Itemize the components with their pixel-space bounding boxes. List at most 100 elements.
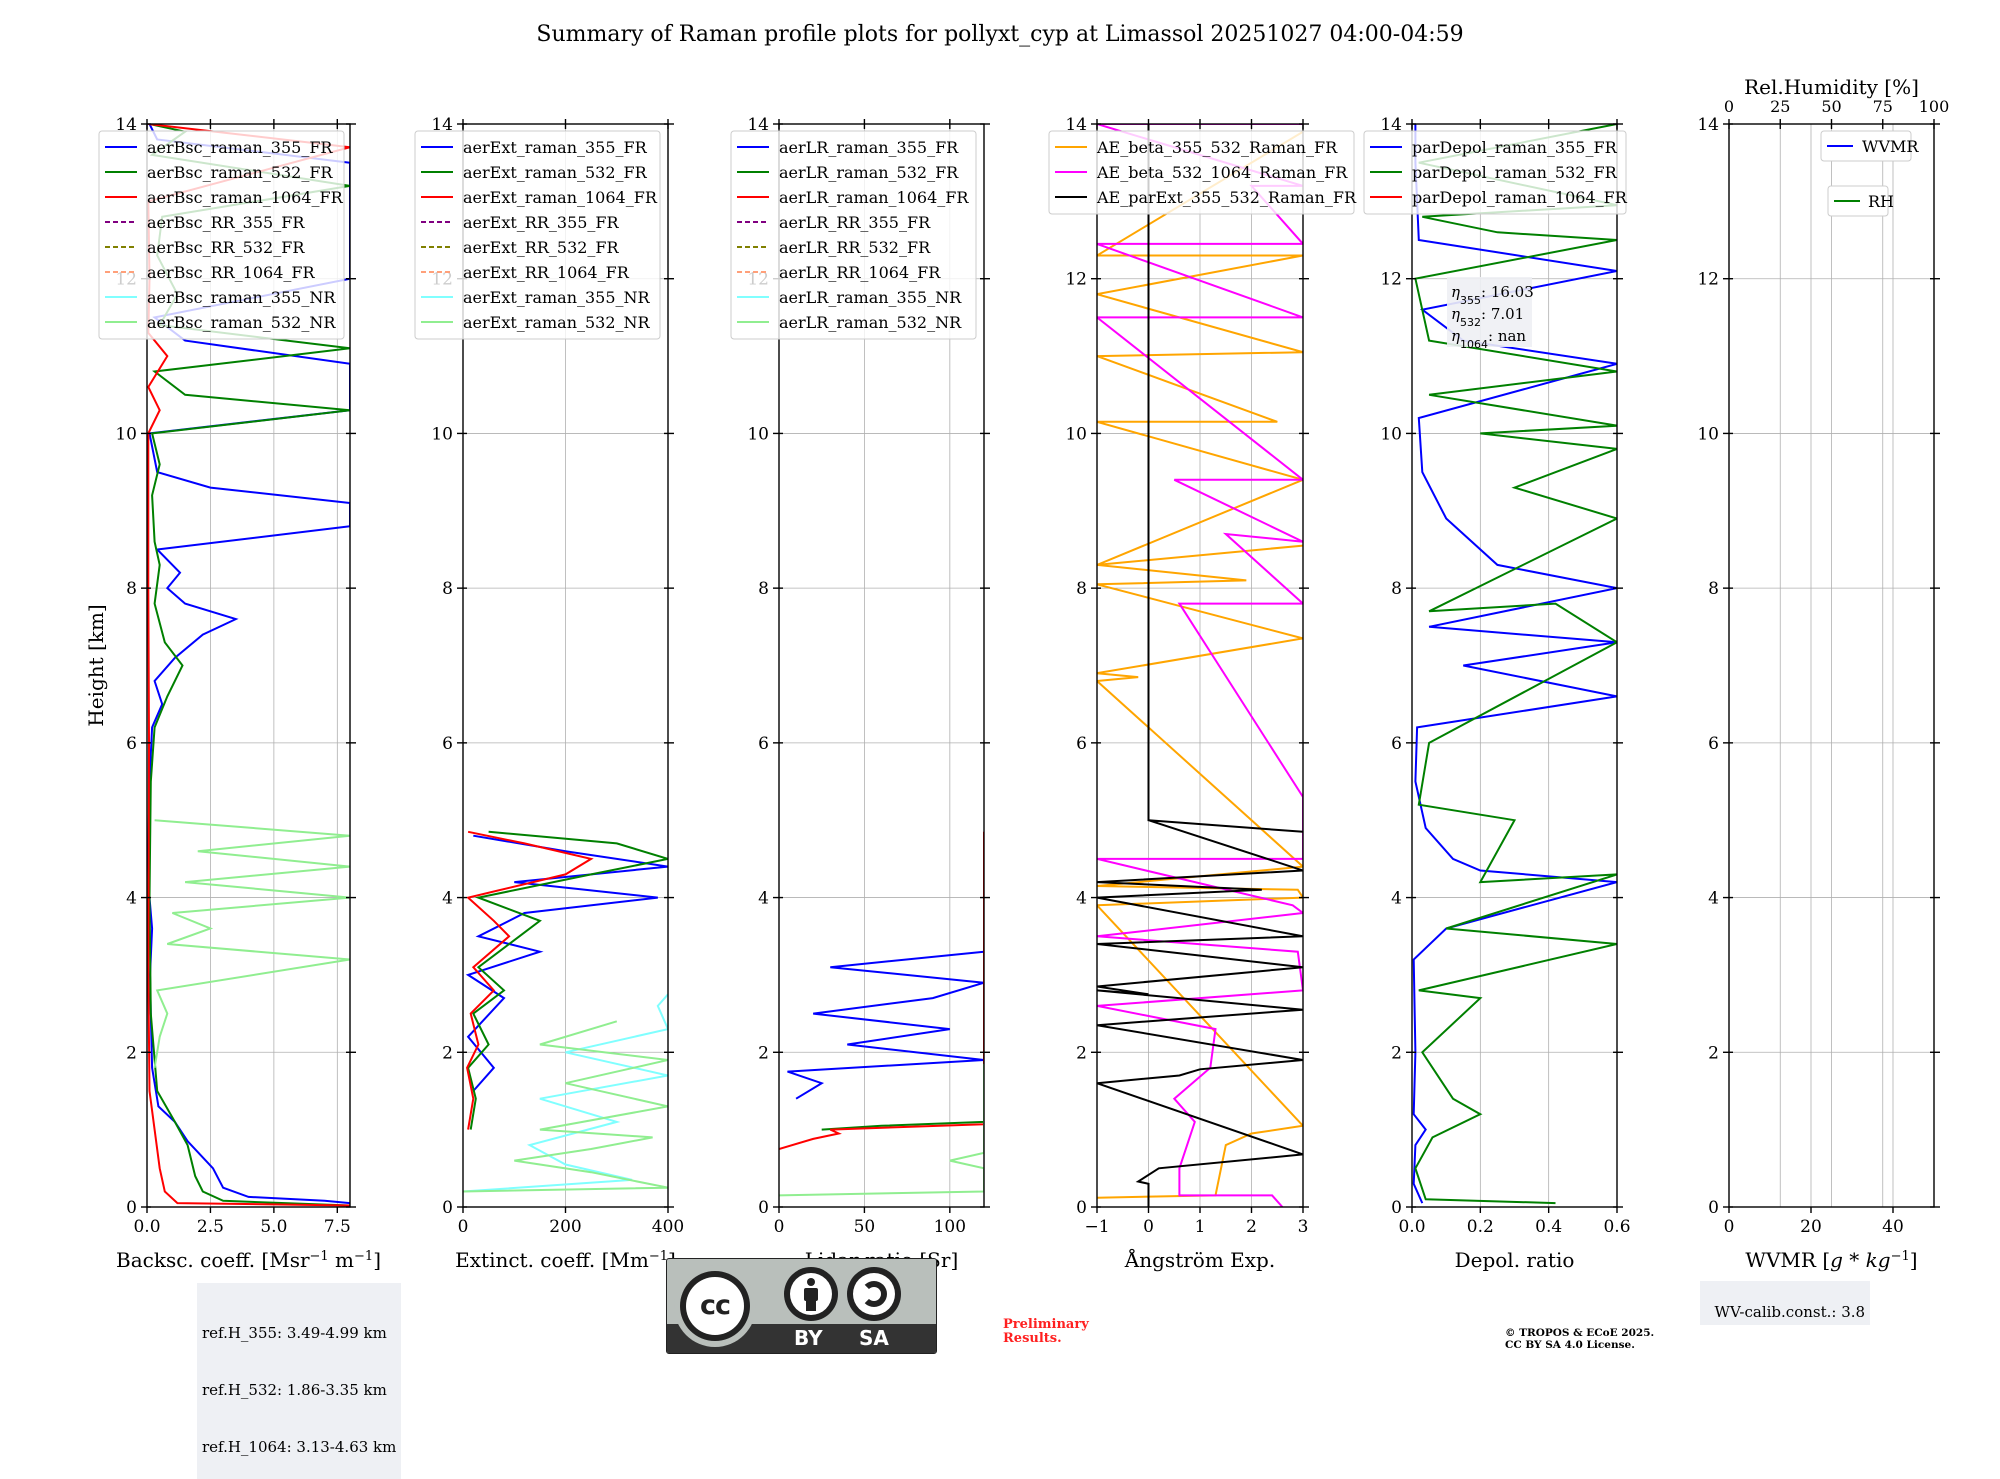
legend-label: aerExt_RR_1064_FR xyxy=(463,263,630,282)
y-tick-label: 8 xyxy=(1708,579,1719,599)
series-group xyxy=(1097,124,1303,1207)
legend-label: parDepol_raman_355_FR xyxy=(1412,138,1618,157)
legend-label: aerBsc_raman_355_FR xyxy=(147,138,333,157)
x-axis-label-part: Extinct. coeff. [Mm xyxy=(455,1248,649,1272)
sa-label: SA xyxy=(859,1326,889,1350)
y-tick-label: 0 xyxy=(1708,1198,1719,1218)
x-tick-label: 5.0 xyxy=(260,1217,287,1237)
legend-label: aerLR_RR_1064_FR xyxy=(779,263,941,282)
y-tick-label: 10 xyxy=(1065,424,1087,444)
legend-label: aerLR_raman_532_FR xyxy=(779,163,959,182)
legend-label: RH xyxy=(1868,192,1894,211)
legend-label: aerBsc_raman_355_NR xyxy=(147,288,336,307)
legend-label: aerLR_raman_355_FR xyxy=(779,138,959,157)
eta-subscript: 355 xyxy=(1460,294,1481,307)
share-alike-icon xyxy=(847,1267,901,1321)
x-axis-label-part: Ångström Exp. xyxy=(1124,1247,1275,1272)
series-line-aerExt_raman_355_FR xyxy=(465,834,668,1092)
x-tick-label: 2 xyxy=(1246,1217,1257,1237)
series-line-aerLR_raman_532_FR xyxy=(821,862,984,1131)
series-line-aerExt_raman_532_FR xyxy=(467,830,668,1130)
legend-label: aerExt_RR_532_FR xyxy=(463,238,620,257)
legend-label: aerExt_raman_355_FR xyxy=(463,138,648,157)
axes-frame xyxy=(778,123,985,1208)
series-group xyxy=(463,830,668,1193)
y-tick-label: 6 xyxy=(1391,734,1402,754)
x-tick-label: 0 xyxy=(458,1217,469,1237)
top-tick-label: 75 xyxy=(1873,97,1893,116)
x-axis-label-part: −1 xyxy=(649,1249,668,1264)
series-line-aerLR_raman_355_FR xyxy=(787,870,984,1100)
eta-symbol: η xyxy=(1451,283,1460,301)
top-tick-label: 25 xyxy=(1770,97,1790,116)
legend-frame xyxy=(1048,130,1355,215)
legend-label: aerLR_RR_355_FR xyxy=(779,213,931,232)
axes-frame xyxy=(146,123,351,1208)
legend-label: aerExt_RR_355_FR xyxy=(463,213,620,232)
x-tick-label: 0 xyxy=(1143,1217,1154,1237)
cc-icon: cc xyxy=(686,1277,744,1335)
x-axis-label-part: ] xyxy=(373,1248,381,1272)
eta-value: : 16.03 xyxy=(1481,283,1534,301)
legend-label: aerExt_raman_1064_FR xyxy=(463,188,658,207)
y-tick-label: 0 xyxy=(1076,1198,1087,1218)
x-axis-label-part: −1 xyxy=(354,1249,373,1264)
y-tick-label: 14 xyxy=(747,115,769,135)
figure-title: Summary of Raman profile plots for polly… xyxy=(536,22,1464,47)
x-tick-label: 200 xyxy=(549,1217,581,1237)
legend-frame xyxy=(98,130,345,340)
legend-label: aerLR_RR_532_FR xyxy=(779,238,931,257)
x-tick-label: 0.2 xyxy=(1467,1217,1494,1237)
y-tick-label: 4 xyxy=(1708,889,1719,909)
legend-label: aerLR_raman_1064_FR xyxy=(779,188,969,207)
legend-label: aerBsc_raman_1064_FR xyxy=(147,188,344,207)
x-axis-label-part: Backsc. coeff. [Msr xyxy=(116,1248,310,1272)
x-axis-label: WVMR [g * kg−1] xyxy=(1745,1248,1917,1272)
figure-canvas: 0.02.55.07.502468101214Backsc. coeff. [M… xyxy=(84,75,1949,1272)
eta-532: η532: 7.01 xyxy=(1451,305,1524,329)
copyright-note: © TROPOS & ECoE 2025. CC BY SA 4.0 Licen… xyxy=(1505,1327,1655,1351)
y-tick-label: 8 xyxy=(126,579,137,599)
eta-355: η355: 16.03 xyxy=(1451,283,1534,307)
legend: aerBsc_raman_355_FR aerBsc_raman_532_FRae… xyxy=(98,130,345,340)
series-line-aerLR_raman_1064_FR xyxy=(779,831,984,1150)
eta-box xyxy=(1447,277,1532,347)
y-tick-label: 10 xyxy=(115,424,137,444)
y-tick-label: 4 xyxy=(1391,889,1402,909)
y-tick-label: 2 xyxy=(1076,1043,1087,1063)
x-tick-label: 20 xyxy=(1800,1217,1822,1237)
legend-label: aerBsc_RR_355_FR xyxy=(147,213,305,232)
series-group xyxy=(779,831,984,1197)
x-tick-label: 0 xyxy=(1724,1217,1735,1237)
top-axis-label: Rel.Humidity [%] xyxy=(1744,75,1919,99)
legend-label: aerBsc_RR_532_FR xyxy=(147,238,305,257)
x-axis-label-part: ] xyxy=(1910,1248,1918,1272)
legend-label: aerLR_raman_532_NR xyxy=(779,313,962,332)
x-axis-label-part: g xyxy=(1830,1248,1843,1272)
legend: AE_beta_355_532_Raman_FR AE_beta_532_1064… xyxy=(1048,130,1357,215)
axes-frame xyxy=(1411,123,1618,1208)
x-axis-label: Depol. ratio xyxy=(1455,1248,1575,1272)
y-tick-label: 6 xyxy=(126,734,137,754)
legend: aerExt_raman_355_FR aerExt_raman_532_FRae… xyxy=(414,130,661,340)
y-tick-label: 2 xyxy=(126,1043,137,1063)
series-line-aerExt_raman_532_NR xyxy=(463,1020,668,1193)
y-tick-label: 8 xyxy=(758,579,769,599)
x-tick-label: 50 xyxy=(854,1217,876,1237)
wv-calibration-box: WV-calib.const.: 3.8 xyxy=(1700,1281,1871,1325)
y-tick-label: 0 xyxy=(758,1198,769,1218)
ref-height-532: ref.H_532: 1.86-3.35 km xyxy=(202,1381,387,1399)
y-tick-label: 8 xyxy=(1391,579,1402,599)
ref-height-355: ref.H_355: 3.49-4.99 km xyxy=(202,1324,387,1342)
x-tick-label: 100 xyxy=(934,1217,966,1237)
attribution-icon xyxy=(784,1267,838,1321)
legend-frame xyxy=(1363,130,1627,215)
series-line-parDepol_raman_532_FR xyxy=(1414,124,1617,1205)
y-tick-label: 14 xyxy=(431,115,453,135)
x-axis-label: Backsc. coeff. [Msr−1 m−1] xyxy=(116,1248,381,1272)
y-tick-label: 12 xyxy=(1380,270,1402,290)
x-axis-label-part: −1 xyxy=(1891,1249,1910,1264)
y-tick-label: 14 xyxy=(1065,115,1087,135)
by-label: BY xyxy=(794,1326,823,1350)
